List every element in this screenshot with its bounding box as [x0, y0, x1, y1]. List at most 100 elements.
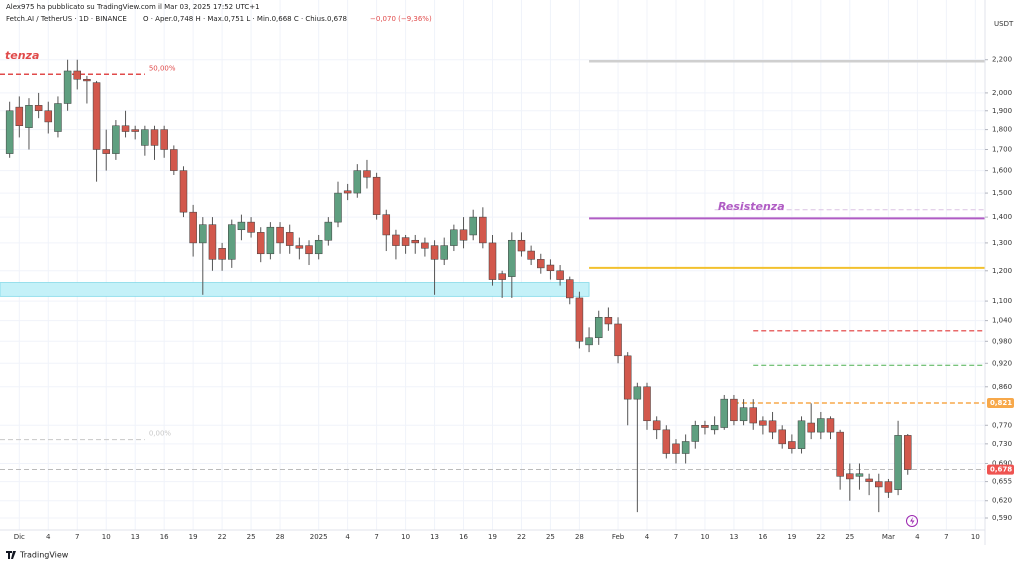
- candle-body: [701, 425, 709, 428]
- x-tick-label: 13: [131, 533, 140, 541]
- ohlc: O · Aper.0,748 H · Max.0,751 L · Min.0,6…: [143, 15, 347, 23]
- candle-body: [218, 248, 226, 260]
- candle-body: [469, 216, 477, 236]
- candle-body: [25, 105, 33, 128]
- x-tick-label: 13: [729, 533, 738, 541]
- candle-body: [817, 418, 825, 433]
- x-tick-label: 2025: [310, 533, 328, 541]
- price-tag: [987, 397, 1014, 408]
- x-tick-label: 4: [645, 533, 650, 541]
- y-tick-label: 1,800: [992, 126, 1012, 134]
- candle-body: [527, 250, 535, 260]
- candle-body: [228, 224, 236, 260]
- plot: 50,00% 0,00%: [0, 59, 985, 513]
- candle-body: [421, 242, 429, 249]
- candle-body: [643, 386, 651, 422]
- x-tick-label: 16: [459, 533, 468, 541]
- candle-body: [623, 355, 632, 400]
- y-tick-label: 0,730: [992, 440, 1012, 448]
- candle-body: [546, 264, 555, 272]
- candle-body: [44, 110, 53, 123]
- candle-body: [459, 229, 468, 241]
- candle-body: [894, 435, 902, 490]
- candle-body: [382, 214, 391, 236]
- logo: [6, 551, 16, 559]
- y-tick-label: 0,620: [992, 497, 1012, 505]
- y-tick-label: 2,200: [992, 56, 1012, 64]
- candle-body: [797, 420, 806, 449]
- candle-body: [141, 129, 149, 146]
- candle-body: [92, 82, 101, 150]
- candle-body: [826, 418, 835, 433]
- candle-body: [189, 211, 197, 244]
- candle-body: [285, 232, 294, 246]
- y-tick-label: 0,920: [992, 359, 1012, 367]
- candle-body: [662, 429, 671, 454]
- x-tick-label: 16: [758, 533, 767, 541]
- candle-body: [237, 221, 246, 231]
- footer: TradingView: [19, 551, 69, 560]
- candle-body: [450, 229, 458, 246]
- x-tick-label: 16: [160, 533, 169, 541]
- candle-body: [334, 192, 342, 223]
- x-tick-label: 10: [102, 533, 111, 541]
- x-tick-label: Mar: [882, 533, 895, 541]
- y-tick-label: 0,590: [992, 514, 1012, 522]
- candle-body: [730, 398, 738, 422]
- x-tick-label: 28: [575, 533, 584, 541]
- y-tick-label: 1,700: [992, 145, 1012, 153]
- y-tick-label: 1,300: [992, 239, 1012, 247]
- candle-body: [34, 105, 43, 112]
- candle-body: [305, 245, 313, 255]
- x-tick-label: 25: [247, 533, 256, 541]
- y-tick-label: 1,400: [992, 213, 1012, 221]
- candle-body: [537, 259, 545, 269]
- candle-body: [15, 106, 24, 126]
- candle-body: [566, 279, 574, 299]
- currency: USDT: [994, 20, 1014, 28]
- candle-body: [614, 323, 622, 357]
- candle-body: [778, 429, 786, 445]
- candle-body: [652, 420, 661, 431]
- candle-body: [836, 431, 844, 477]
- symbol: Fetch.AI / TetherUS · 1D · BINANCE: [6, 15, 127, 23]
- candle-body: [488, 242, 497, 280]
- y-tick-label: 1,500: [992, 189, 1012, 197]
- y-tick-label: 1,900: [992, 107, 1012, 115]
- candle-body: [73, 70, 82, 80]
- candle-body: [276, 226, 284, 244]
- candle-body: [199, 224, 207, 244]
- candle-body: [372, 176, 381, 215]
- y-tick-label: 1,600: [992, 167, 1012, 175]
- candle-body: [83, 78, 91, 82]
- candle-body: [875, 481, 883, 488]
- x-tick-label: 7: [75, 533, 79, 541]
- candle-body: [5, 110, 14, 154]
- candle-body: [672, 443, 680, 454]
- y-tick-label: 1,100: [992, 297, 1012, 305]
- candle-body: [508, 239, 516, 277]
- y-tick-label: 0,770: [992, 421, 1012, 429]
- candle-body: [479, 216, 487, 244]
- candle-body: [170, 149, 178, 171]
- price-tag: [987, 464, 1014, 475]
- candle-body: [884, 481, 893, 493]
- candle-body: [691, 425, 700, 442]
- x-tick-label: Feb: [612, 533, 625, 541]
- x-tick-label: 10: [401, 533, 410, 541]
- candle-body: [121, 125, 130, 132]
- x-tick-label: 7: [674, 533, 678, 541]
- candle-body: [266, 226, 275, 255]
- annotation: tenza: [5, 49, 39, 62]
- candle-body: [903, 435, 912, 470]
- candle-body: [392, 234, 400, 246]
- candle-body: [247, 221, 255, 233]
- event-icon: [910, 517, 915, 525]
- level-label: 50,00%: [149, 64, 176, 72]
- x-tick-label: 19: [787, 533, 796, 541]
- x-tick-label: Dic: [14, 533, 25, 541]
- candle-body: [846, 473, 854, 480]
- change: −0,070 (−9,36%): [370, 15, 432, 23]
- candle-body: [440, 245, 448, 260]
- candle-body: [768, 420, 777, 433]
